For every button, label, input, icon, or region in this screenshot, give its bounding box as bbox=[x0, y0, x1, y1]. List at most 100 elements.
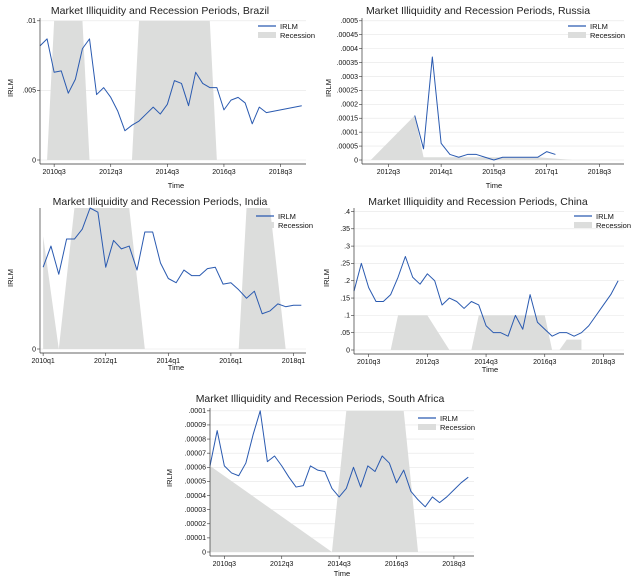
y-tick-label: .00007 bbox=[185, 450, 207, 457]
y-tick-label: .00015 bbox=[337, 116, 359, 123]
x-axis-label: Time bbox=[168, 363, 184, 372]
x-tick-label: 2015q3 bbox=[482, 169, 505, 176]
x-tick-label: 2017q1 bbox=[535, 169, 558, 176]
x-tick-label: 2016q3 bbox=[212, 169, 235, 176]
recession-area bbox=[390, 315, 582, 350]
recession-area bbox=[210, 410, 426, 552]
x-tick-label: 2014q3 bbox=[327, 561, 350, 568]
x-tick-label: 2010q3 bbox=[42, 169, 65, 176]
irlm-series-line bbox=[42, 207, 302, 315]
y-axis-label: IRLM bbox=[324, 79, 333, 97]
y-tick-label: .00045 bbox=[337, 32, 359, 39]
y-tick-label: .25 bbox=[340, 261, 350, 268]
y-tick-label: .00009 bbox=[185, 422, 207, 429]
legend-line-label: IRLM bbox=[590, 22, 608, 31]
x-tick-label: 2012q3 bbox=[416, 359, 439, 366]
x-tick-label: 2014q1 bbox=[429, 169, 452, 176]
x-tick-label: 2014q1 bbox=[157, 358, 180, 365]
legend-area-label: Recession bbox=[590, 31, 625, 40]
y-tick-label: .15 bbox=[340, 295, 350, 302]
x-tick-label: 2016q3 bbox=[533, 359, 556, 366]
y-tick-label: .0001 bbox=[340, 129, 358, 136]
x-tick-label: 2012q3 bbox=[270, 561, 293, 568]
legend-area-label: Recession bbox=[278, 221, 313, 230]
y-tick-label: .05 bbox=[340, 330, 350, 337]
legend-line-label: IRLM bbox=[440, 414, 458, 423]
x-tick-label: 2016q3 bbox=[385, 561, 408, 568]
x-tick-label: 2014q3 bbox=[156, 169, 179, 176]
chart-panel-brazil: Market Illiquidity and Recession Periods… bbox=[0, 0, 320, 194]
y-tick-label: .4 bbox=[344, 209, 350, 216]
x-axis-label: Time bbox=[486, 181, 502, 190]
y-tick-label: .00035 bbox=[337, 60, 359, 67]
x-tick-label: 2012q3 bbox=[377, 169, 400, 176]
russia-plot-area: 0 .00005 .0001 .00015 .0002 .00025 .0003 .00035… bbox=[337, 18, 624, 176]
chart-panel-russia: Market Illiquidity and Recession Periods… bbox=[318, 0, 638, 194]
china-chart-svg: Market Illiquidity and Recession Periods… bbox=[322, 196, 631, 374]
irlm-series-line bbox=[209, 410, 469, 508]
x-tick-label: 2018q3 bbox=[442, 561, 465, 568]
x-tick-label: 2018q3 bbox=[588, 169, 611, 176]
x-axis-label: Time bbox=[482, 365, 498, 374]
y-tick-label: .1 bbox=[344, 313, 350, 320]
y-tick-label: 0 bbox=[32, 346, 36, 353]
south-africa-plot-area: 0 .00001 .00002 .00003 .00004 .00005 .00006 .00… bbox=[185, 408, 474, 568]
y-tick-label: .00005 bbox=[185, 479, 207, 486]
y-tick-label: .0001 bbox=[188, 408, 206, 415]
y-tick-label: .3 bbox=[344, 243, 350, 250]
chart-title: Market Illiquidity and Recession Periods… bbox=[368, 196, 588, 208]
chart-title: Market Illiquidity and Recession Periods… bbox=[196, 393, 445, 405]
x-tick-label: 2016q1 bbox=[219, 358, 242, 365]
y-axis-label: IRLM bbox=[322, 269, 331, 287]
legend-area-label: Recession bbox=[280, 31, 315, 40]
chart-legend: IRLM Recession bbox=[568, 22, 625, 40]
x-tick-label: 2010q1 bbox=[31, 358, 54, 365]
y-tick-label: .0003 bbox=[340, 74, 358, 81]
legend-area-swatch bbox=[568, 32, 586, 38]
y-tick-label: .00025 bbox=[337, 88, 359, 95]
recession-area bbox=[40, 20, 253, 160]
india-chart-svg: Market Illiquidity and Recession Periods… bbox=[6, 196, 313, 372]
y-tick-label: .00001 bbox=[185, 535, 207, 542]
legend-line-label: IRLM bbox=[280, 22, 298, 31]
irlm-series-line bbox=[353, 255, 619, 337]
y-tick-label: 0 bbox=[32, 157, 36, 164]
chart-legend: IRLM Recession bbox=[574, 212, 631, 230]
y-tick-label: .01 bbox=[26, 18, 36, 25]
south-africa-chart-svg: Market Illiquidity and Recession Periods… bbox=[165, 393, 475, 578]
x-tick-label: 2010q3 bbox=[357, 359, 380, 366]
x-tick-label: 2018q1 bbox=[282, 358, 305, 365]
chart-title: Market Illiquidity and Recession Periods… bbox=[51, 5, 269, 17]
y-tick-label: 0 bbox=[354, 157, 358, 164]
chart-panel-india: Market Illiquidity and Recession Periods… bbox=[0, 192, 320, 386]
x-tick-label: 2010q3 bbox=[213, 561, 236, 568]
y-axis-label: IRLM bbox=[6, 269, 15, 287]
chart-legend: IRLM Recession bbox=[418, 414, 475, 432]
legend-area-swatch bbox=[574, 222, 592, 228]
legend-area-swatch bbox=[256, 222, 274, 228]
y-tick-label: .00008 bbox=[185, 436, 207, 443]
x-axis-label: Time bbox=[168, 181, 184, 190]
irlm-series-line bbox=[414, 56, 556, 161]
russia-chart-svg: Market Illiquidity and Recession Periods… bbox=[324, 5, 625, 190]
recession-area bbox=[43, 208, 294, 349]
y-tick-label: .0005 bbox=[340, 18, 358, 25]
x-tick-label: 2018q3 bbox=[592, 359, 615, 366]
legend-area-swatch bbox=[418, 424, 436, 430]
india-plot-area: 0 2010q1 2012q1 2014q1 2016q1 2018q1 bbox=[31, 207, 306, 365]
y-axis-label: IRLM bbox=[165, 469, 174, 487]
y-tick-label: .00002 bbox=[185, 521, 207, 528]
y-tick-label: .00005 bbox=[337, 143, 359, 150]
legend-area-swatch bbox=[258, 32, 276, 38]
y-tick-label: 0 bbox=[202, 549, 206, 556]
chart-panel-south-africa: Market Illiquidity and Recession Periods… bbox=[160, 388, 480, 582]
y-tick-label: .00004 bbox=[185, 493, 207, 500]
chart-title: Market Illiquidity and Recession Periods… bbox=[366, 5, 590, 17]
chart-title: Market Illiquidity and Recession Periods… bbox=[53, 196, 268, 208]
y-tick-label: .005 bbox=[22, 88, 36, 95]
x-tick-label: 2018q3 bbox=[269, 169, 292, 176]
recession-area bbox=[370, 115, 574, 160]
y-tick-label: .0002 bbox=[340, 102, 358, 109]
chart-legend: IRLM Recession bbox=[256, 212, 313, 230]
china-plot-area: 0 .05 .1 .15 .2 .25 .3 .35 .4 2010q3 2012q3 2014q3 2… bbox=[340, 208, 624, 366]
